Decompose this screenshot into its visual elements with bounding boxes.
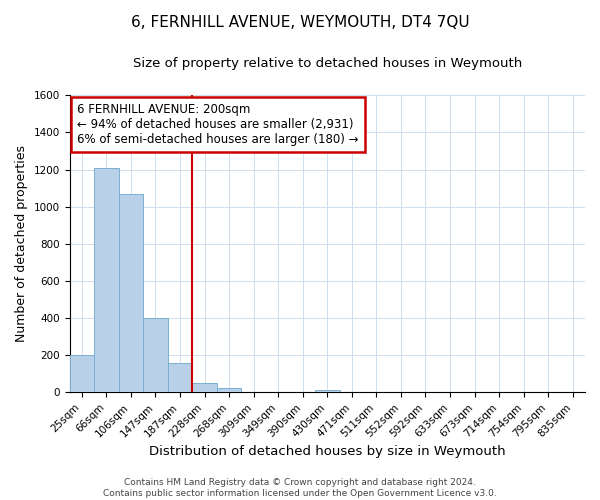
Bar	[192, 383, 217, 392]
Bar	[70, 355, 94, 393]
Bar	[168, 362, 192, 392]
Bar	[143, 318, 168, 392]
Title: Size of property relative to detached houses in Weymouth: Size of property relative to detached ho…	[133, 58, 522, 70]
Text: 6, FERNHILL AVENUE, WEYMOUTH, DT4 7QU: 6, FERNHILL AVENUE, WEYMOUTH, DT4 7QU	[131, 15, 469, 30]
Bar	[217, 388, 241, 392]
Bar	[119, 194, 143, 392]
Y-axis label: Number of detached properties: Number of detached properties	[15, 146, 28, 342]
Text: Contains HM Land Registry data © Crown copyright and database right 2024.
Contai: Contains HM Land Registry data © Crown c…	[103, 478, 497, 498]
X-axis label: Distribution of detached houses by size in Weymouth: Distribution of detached houses by size …	[149, 444, 506, 458]
Bar	[94, 168, 119, 392]
Bar	[315, 390, 340, 392]
Text: 6 FERNHILL AVENUE: 200sqm
← 94% of detached houses are smaller (2,931)
6% of sem: 6 FERNHILL AVENUE: 200sqm ← 94% of detac…	[77, 102, 359, 146]
